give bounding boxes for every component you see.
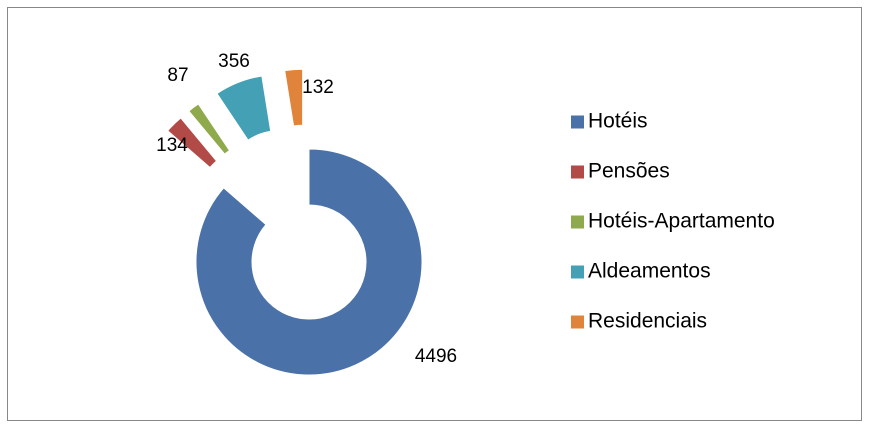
data-label: 87 bbox=[167, 65, 188, 86]
legend-swatch bbox=[571, 315, 584, 329]
doughnut-slice bbox=[284, 68, 304, 127]
data-label: 356 bbox=[218, 51, 250, 72]
doughnut-slice bbox=[188, 103, 231, 155]
legend-swatch bbox=[571, 265, 584, 279]
doughnut-slice bbox=[216, 75, 272, 141]
data-label: 4496 bbox=[415, 346, 457, 367]
legend-label: Hotéis bbox=[588, 110, 648, 133]
legend-label: Pensões bbox=[588, 160, 670, 183]
data-label: 134 bbox=[156, 135, 188, 156]
legend-swatch bbox=[571, 215, 584, 229]
legend-swatch bbox=[571, 165, 584, 179]
legend-label: Residenciais bbox=[588, 310, 707, 333]
doughnut-slice bbox=[166, 117, 218, 169]
data-label: 132 bbox=[302, 77, 334, 98]
doughnut-slice bbox=[195, 148, 423, 376]
legend-label: Hotéis-Apartamento bbox=[588, 210, 775, 233]
legend-swatch bbox=[571, 115, 584, 129]
legend-label: Aldeamentos bbox=[588, 260, 711, 283]
chart-frame bbox=[7, 7, 862, 421]
